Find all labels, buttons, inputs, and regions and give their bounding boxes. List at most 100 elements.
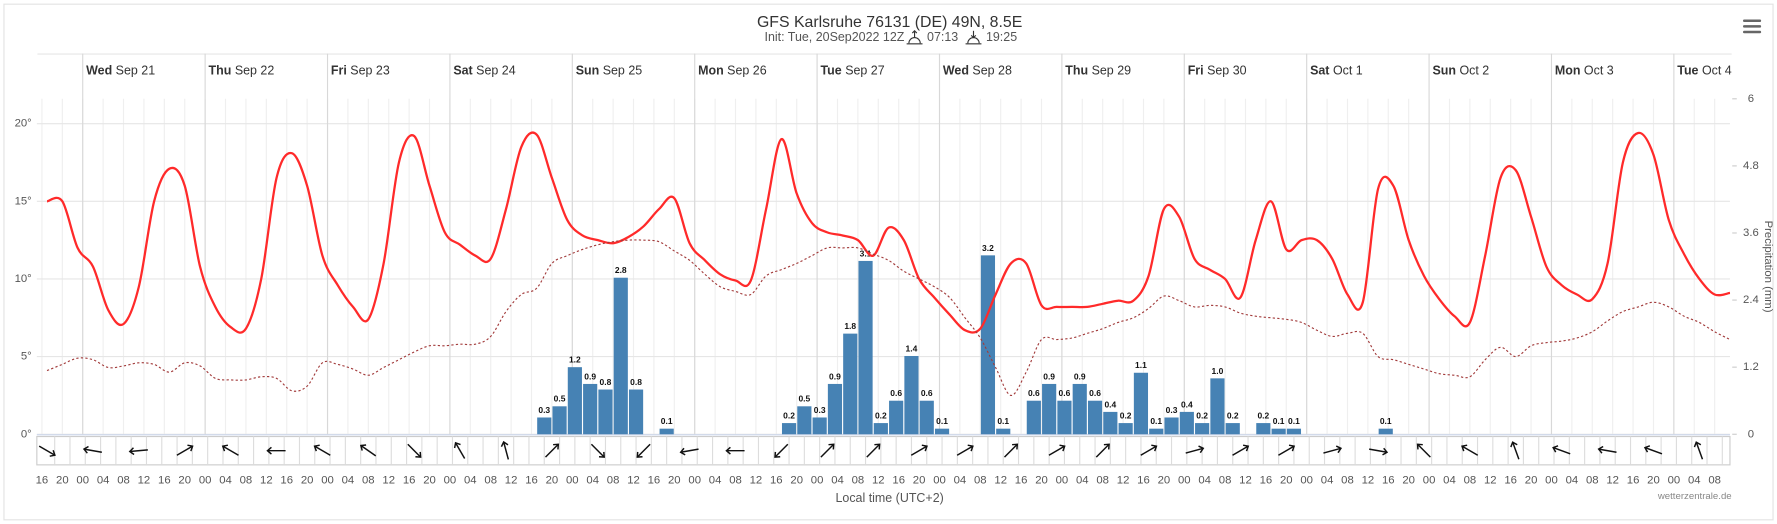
precip-label: 0.6	[921, 388, 933, 398]
wind-arrow-shaft	[222, 445, 239, 456]
wind-arrow	[956, 444, 974, 456]
y-tick-label: 0°	[21, 428, 32, 440]
precip-label: 0.3	[538, 405, 550, 415]
wind-arrow-shaft	[454, 442, 466, 459]
precip-label: 0.2	[875, 411, 887, 421]
precip-label: 0.2	[1227, 411, 1239, 421]
precip-bar	[537, 417, 552, 435]
day-label: Thu Sep 22	[209, 64, 275, 78]
wind-arrow	[1510, 441, 1520, 460]
day-weekday: Fri	[331, 64, 347, 78]
precip-label: 0.5	[798, 394, 810, 404]
wind-arrow-shaft	[544, 443, 559, 458]
x-tick-label: 16	[1382, 475, 1395, 487]
wind-arrow-shaft	[129, 449, 148, 453]
wind-arrow	[407, 443, 422, 458]
wind-arrow-shaft	[1140, 445, 1157, 456]
wind-arrow	[1048, 444, 1066, 456]
wind-arrow-head	[82, 445, 89, 454]
wind-arrow	[636, 443, 651, 458]
x-tick-label: 20	[1035, 475, 1048, 487]
x-tick-label: 00	[1300, 475, 1313, 487]
precip-bar	[583, 383, 598, 435]
x-tick-label: 00	[933, 475, 946, 487]
x-tick-label: 00	[1056, 475, 1069, 487]
wind-arrow-shaft	[774, 443, 789, 458]
wind-arrow-head	[1198, 445, 1205, 454]
menu-button[interactable]	[1743, 19, 1762, 34]
wind-arrow	[1140, 444, 1158, 456]
wind-arrow-head	[725, 446, 731, 455]
precip-bar	[1256, 423, 1271, 435]
wind-arrow-shaft	[502, 441, 510, 460]
wind-arrow-shaft	[1369, 448, 1388, 453]
wind-arrow	[1369, 447, 1389, 456]
x-tick-label: 00	[566, 475, 579, 487]
wind-arrow-shaft	[1598, 448, 1617, 453]
x-tick-label: 00	[444, 475, 457, 487]
wind-arrow	[1095, 443, 1110, 458]
wind-arrow	[1278, 444, 1296, 456]
x-tick-label: 04	[709, 475, 722, 487]
day-date: Oct 4	[1702, 64, 1732, 78]
x-tick-label: 04	[342, 475, 355, 487]
x-tick-label: 08	[1096, 475, 1109, 487]
day-weekday: Thu	[1065, 64, 1088, 78]
precip-bar	[980, 255, 996, 435]
wind-arrow-shaft	[1323, 447, 1342, 454]
wind-arrow-shaft	[38, 445, 56, 456]
wind-arrow-head	[415, 451, 422, 458]
x-tick-label: 08	[1586, 475, 1599, 487]
y2-tick-label: 4.8	[1743, 160, 1759, 172]
x-tick-label: 12	[1117, 475, 1130, 487]
wind-arrow	[820, 443, 835, 458]
precip-label: 0.2	[1257, 411, 1269, 421]
day-weekday: Sun	[1432, 64, 1456, 78]
wind-arrow	[176, 444, 194, 456]
day-date: Sep 21	[116, 64, 156, 78]
precip-bar	[934, 428, 950, 435]
x-tick-label: 20	[1402, 475, 1415, 487]
day-weekday: Tue	[821, 64, 842, 78]
day-label: Wed Sep 21	[86, 64, 155, 78]
precip-bar	[1210, 378, 1225, 435]
precip-label: 0.9	[1074, 371, 1086, 381]
sunset-icon	[965, 30, 982, 45]
wind-arrow-shaft	[1232, 445, 1249, 456]
x-tick-label: 20	[546, 475, 559, 487]
x-tick-label: 12	[627, 475, 640, 487]
day-date: Sep 26	[727, 64, 767, 78]
wind-arrow	[1693, 441, 1704, 460]
x-tick-label: 16	[525, 475, 538, 487]
precip-bar	[1087, 400, 1103, 435]
x-tick-label: 12	[872, 475, 885, 487]
x-tick-label: 04	[97, 475, 110, 487]
x-tick-label: 04	[586, 475, 599, 487]
x-tick-label: 08	[729, 475, 742, 487]
precip-label: 0.1	[661, 416, 673, 426]
wind-arrow-head	[1552, 445, 1559, 453]
wind-arrow-head	[774, 451, 781, 458]
precip-bar	[1026, 400, 1041, 435]
wind-arrow	[128, 447, 148, 456]
wind-arrow	[725, 446, 745, 455]
x-tick-label: 16	[1015, 475, 1028, 487]
precip-bar	[904, 355, 919, 435]
precip-bar	[659, 428, 674, 435]
precip-label: 0.6	[1028, 388, 1040, 398]
precip-bar	[1103, 411, 1118, 435]
wind-arrow	[1643, 445, 1663, 455]
day-label: Sat Oct 1	[1310, 64, 1363, 78]
x-tick-label: 00	[199, 475, 212, 487]
day-date: Sep 30	[1207, 64, 1247, 78]
wind-arrow-head	[1416, 443, 1423, 450]
x-tick-label: 04	[1566, 475, 1579, 487]
wind-arrow	[221, 444, 239, 456]
day-label: Wed Sep 28	[943, 64, 1012, 78]
precip-bar	[1164, 417, 1179, 435]
sunrise-icon	[906, 30, 923, 45]
wind-arrow-head	[359, 444, 367, 451]
chart-title: GFS Karlsruhe 76131 (DE) 49N, 8.5E	[757, 14, 1022, 31]
x-tick-label: 00	[321, 475, 334, 487]
precip-bar	[827, 383, 843, 435]
